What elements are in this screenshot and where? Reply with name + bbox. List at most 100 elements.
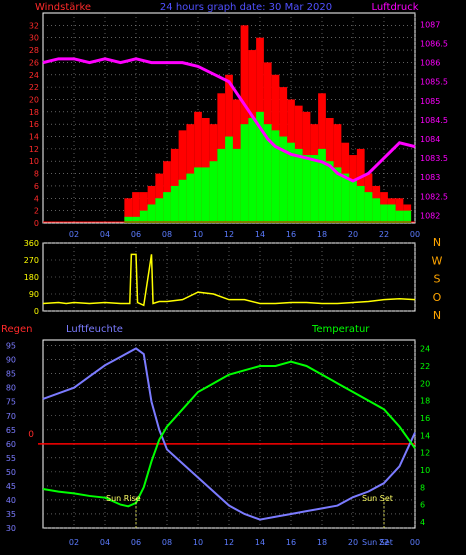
temperature-tick-label: 6 — [420, 501, 425, 510]
rain-title: Regen — [1, 324, 33, 335]
direction-line — [42, 253, 416, 307]
climate-lines — [38, 347, 416, 528]
wind-tick-label: 18 — [29, 108, 39, 117]
pressure-tick-label: 1085 — [420, 97, 440, 106]
humidity-tick-label: 95 — [6, 342, 16, 351]
wind-avg-bar — [163, 192, 171, 223]
wind-avg-bar — [248, 118, 257, 223]
pressure-line — [42, 57, 416, 183]
x-tick-label-top: 06 — [131, 230, 141, 239]
humidity-tick-label: 65 — [6, 426, 16, 435]
wind-title: Windstärke — [35, 2, 91, 13]
x-tick-label-top: 10 — [193, 230, 203, 239]
x-tick-label-bottom: 04 — [100, 538, 110, 547]
x-tick-label-top: 00 — [410, 230, 420, 239]
x-tick-label-top: 14 — [255, 230, 265, 239]
wind-avg-bar — [124, 216, 133, 223]
pressure-tick-label: 1083.5 — [420, 154, 448, 163]
temperature-tick-label: 10 — [420, 466, 430, 475]
pressure-tick-label: 1082 — [420, 211, 440, 220]
wind-avg-bar — [380, 204, 388, 223]
wind-avg-bar — [147, 204, 156, 223]
humidity-tick-label: 30 — [6, 524, 16, 533]
wind-tick-label: 24 — [29, 71, 39, 80]
temperature-tick-label: 22 — [420, 362, 430, 371]
wind-avg-bar — [318, 148, 326, 223]
humidity-tick-label: 60 — [6, 440, 16, 449]
wind-max-bar — [132, 192, 140, 223]
wind-tick-label: 14 — [29, 133, 39, 142]
wind-tick-label: 10 — [29, 157, 39, 166]
x-tick-label-top: 16 — [286, 230, 296, 239]
wind-avg-bar — [194, 167, 202, 223]
x-tick-label-bottom: 06 — [131, 538, 141, 547]
wind-tick-label: 12 — [29, 145, 39, 154]
x-tick-label-bottom: 16 — [286, 538, 296, 547]
wind-avg-bar — [132, 216, 140, 223]
wind-avg-bar — [186, 173, 195, 223]
compass-label: O — [433, 291, 442, 304]
x-tick-label-top: 22 — [379, 230, 389, 239]
wind-avg-bar — [333, 167, 342, 223]
wind-avg-bar — [217, 148, 226, 223]
wind-tick-label: 2 — [34, 207, 39, 216]
wind-avg-bar — [279, 136, 288, 223]
temperature-tick-label: 24 — [420, 345, 430, 354]
wind-avg-bar — [287, 142, 295, 223]
humidity-tick-label: 70 — [6, 412, 16, 421]
x-tick-label-bottom: 00 — [410, 538, 420, 547]
direction-tick-label: 270 — [24, 256, 39, 265]
x-tick-label-bottom: 20 — [348, 538, 358, 547]
temperature-tick-label: 18 — [420, 397, 430, 406]
wind-avg-bar — [310, 155, 319, 223]
axis-labels: 0202040406060808101012121414161618182020… — [6, 20, 448, 547]
humidity-tick-label: 85 — [6, 370, 16, 379]
temperature-tick-label: 8 — [420, 483, 425, 492]
wind-avg-bar — [395, 210, 404, 223]
wind-avg-bar — [356, 185, 365, 223]
wind-avg-bar — [341, 173, 350, 223]
pressure-tick-label: 1084.5 — [420, 116, 448, 125]
temperature-tick-label: 4 — [420, 518, 425, 527]
pressure-tick-label: 1086 — [420, 59, 440, 68]
humidity-tick-label: 35 — [6, 510, 16, 519]
direction-tick-label: 180 — [24, 273, 39, 282]
compass-label: N — [433, 309, 441, 322]
wind-avg-bar — [294, 148, 303, 223]
wind-avg-bar — [372, 198, 381, 223]
humidity-tick-label: 40 — [6, 496, 16, 505]
wind-avg-bar — [256, 111, 264, 223]
x-tick-label-bottom: 18 — [317, 538, 327, 547]
wind-max-bar — [186, 124, 195, 223]
wind-tick-label: 16 — [29, 120, 39, 129]
pressure-tick-label: 1082.5 — [420, 192, 448, 201]
x-tick-label-top: 12 — [224, 230, 234, 239]
compass-label: S — [434, 273, 441, 286]
wind-avg-bar — [403, 210, 412, 223]
x-tick-label-bottom: 10 — [193, 538, 203, 547]
temperature-title: Temperatur — [311, 324, 370, 335]
x-tick-label-bottom: 22 — [379, 538, 389, 547]
wind-max-bar — [139, 192, 148, 223]
sun-set-label: Sun Set — [362, 494, 393, 503]
wind-avg-bar — [240, 124, 249, 223]
compass-label: W — [432, 254, 443, 267]
pressure-tick-label: 1084 — [420, 135, 440, 144]
pressure-title: Luftdruck — [371, 2, 418, 13]
graph-date-title: 24 hours graph date: 30 Mar 2020 — [160, 2, 332, 13]
wind-tick-label: 0 — [34, 219, 39, 228]
x-tick-label-top: 08 — [162, 230, 172, 239]
temperature-tick-label: 14 — [420, 431, 430, 440]
sun-rise-label: Sun Rise — [106, 494, 141, 503]
direction-series-line — [42, 253, 416, 307]
wind-tick-label: 8 — [34, 170, 39, 179]
direction-tick-label: 0 — [34, 307, 39, 316]
wind-avg-bar — [271, 130, 280, 223]
wind-avg-bar — [325, 161, 334, 223]
temperature-series-line — [42, 360, 416, 508]
direction-tick-label: 360 — [24, 239, 39, 248]
compass-label: N — [433, 236, 441, 249]
wind-tick-label: 26 — [29, 58, 39, 67]
x-tick-label-bottom: 14 — [255, 538, 265, 547]
